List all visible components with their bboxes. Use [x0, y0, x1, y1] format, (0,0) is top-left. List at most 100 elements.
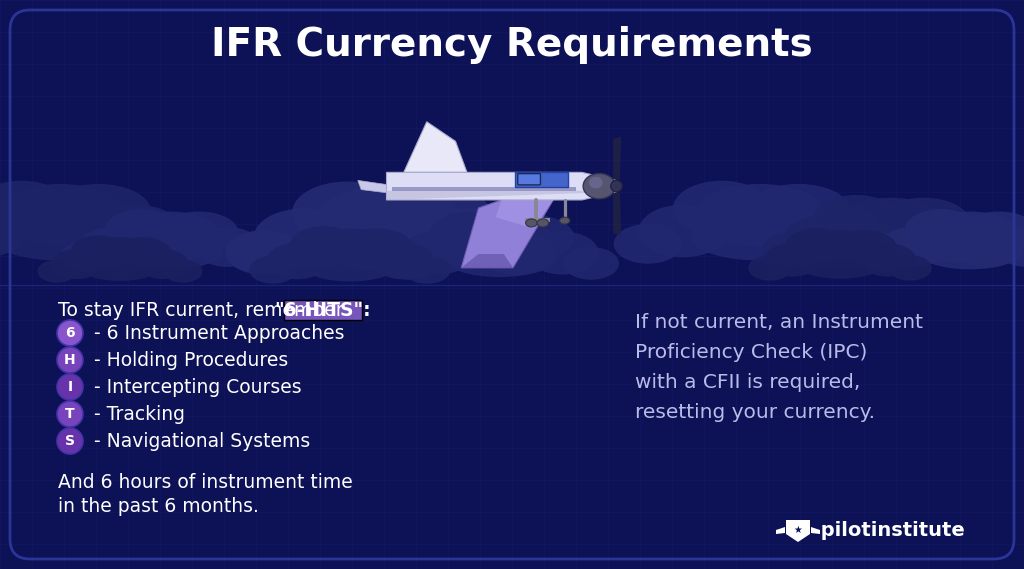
Text: "6-HITS":: "6-HITS":	[274, 300, 372, 320]
Text: ★: ★	[794, 525, 803, 535]
Ellipse shape	[403, 257, 451, 283]
Ellipse shape	[563, 248, 618, 279]
Ellipse shape	[959, 212, 1024, 253]
Ellipse shape	[749, 256, 791, 280]
Text: IFR Currency Requirements: IFR Currency Requirements	[211, 26, 813, 64]
Ellipse shape	[831, 231, 896, 265]
Ellipse shape	[0, 182, 70, 236]
Ellipse shape	[38, 261, 76, 282]
Ellipse shape	[0, 205, 28, 257]
Ellipse shape	[922, 212, 1018, 258]
Polygon shape	[515, 172, 568, 187]
Circle shape	[57, 347, 83, 373]
Circle shape	[57, 401, 83, 427]
Ellipse shape	[919, 217, 995, 261]
Ellipse shape	[306, 229, 394, 271]
Circle shape	[610, 180, 623, 192]
Polygon shape	[403, 122, 467, 172]
Ellipse shape	[254, 209, 353, 267]
Text: To stay IFR current, remember: To stay IFR current, remember	[58, 300, 349, 320]
Ellipse shape	[525, 219, 538, 227]
Polygon shape	[613, 193, 622, 236]
Ellipse shape	[488, 215, 573, 259]
Text: - 6 Instrument Approaches: - 6 Instrument Approaches	[88, 324, 344, 343]
Ellipse shape	[861, 242, 911, 271]
Ellipse shape	[784, 217, 861, 261]
Text: If not current, an Instrument: If not current, an Instrument	[635, 312, 923, 332]
Text: - Holding Procedures: - Holding Procedures	[88, 351, 288, 369]
Ellipse shape	[696, 184, 824, 245]
Ellipse shape	[122, 212, 218, 258]
Ellipse shape	[919, 235, 1021, 269]
Ellipse shape	[84, 238, 156, 272]
Ellipse shape	[839, 225, 905, 263]
Ellipse shape	[375, 186, 492, 247]
Ellipse shape	[80, 228, 145, 266]
Ellipse shape	[427, 209, 526, 267]
Ellipse shape	[267, 244, 328, 279]
Text: 6: 6	[66, 326, 75, 340]
Ellipse shape	[880, 228, 945, 266]
Ellipse shape	[583, 174, 615, 199]
Ellipse shape	[293, 182, 400, 244]
Polygon shape	[461, 254, 513, 268]
Ellipse shape	[958, 233, 1018, 267]
Ellipse shape	[138, 225, 206, 263]
Ellipse shape	[313, 220, 467, 270]
Ellipse shape	[318, 186, 462, 254]
Ellipse shape	[113, 238, 171, 269]
Ellipse shape	[614, 225, 682, 263]
Text: - Navigational Systems: - Navigational Systems	[88, 431, 310, 451]
Ellipse shape	[798, 250, 883, 278]
Circle shape	[57, 320, 83, 346]
Ellipse shape	[538, 219, 549, 227]
Circle shape	[57, 428, 83, 454]
FancyBboxPatch shape	[284, 300, 362, 320]
Ellipse shape	[228, 242, 280, 271]
Ellipse shape	[478, 231, 554, 274]
Polygon shape	[613, 137, 622, 179]
Polygon shape	[786, 520, 810, 542]
Ellipse shape	[793, 205, 881, 257]
Polygon shape	[357, 180, 398, 194]
Polygon shape	[386, 172, 616, 200]
Polygon shape	[392, 187, 577, 191]
Text: H: H	[65, 353, 76, 367]
Ellipse shape	[226, 231, 302, 274]
Ellipse shape	[814, 196, 898, 243]
Ellipse shape	[138, 250, 188, 278]
Text: Proficiency Check (IPC): Proficiency Check (IPC)	[635, 343, 867, 361]
Ellipse shape	[905, 210, 977, 250]
Ellipse shape	[639, 205, 727, 257]
Ellipse shape	[834, 199, 946, 251]
Ellipse shape	[0, 184, 124, 245]
Text: with a CFII is required,: with a CFII is required,	[635, 373, 860, 391]
Ellipse shape	[526, 232, 598, 274]
Ellipse shape	[401, 232, 473, 274]
Ellipse shape	[879, 199, 969, 246]
Text: - Intercepting Courses: - Intercepting Courses	[88, 377, 302, 397]
Ellipse shape	[373, 244, 433, 279]
Text: - Tracking: - Tracking	[88, 405, 185, 423]
Ellipse shape	[786, 229, 846, 263]
Ellipse shape	[72, 236, 125, 267]
Ellipse shape	[674, 182, 770, 236]
Polygon shape	[461, 200, 553, 268]
Ellipse shape	[889, 256, 931, 280]
Ellipse shape	[119, 235, 221, 269]
FancyBboxPatch shape	[518, 174, 541, 185]
Polygon shape	[386, 191, 616, 200]
Text: I: I	[68, 380, 73, 394]
Ellipse shape	[746, 184, 850, 239]
Ellipse shape	[559, 217, 570, 224]
Ellipse shape	[250, 257, 296, 283]
Ellipse shape	[160, 212, 238, 253]
Ellipse shape	[60, 242, 112, 271]
Ellipse shape	[994, 228, 1024, 266]
Ellipse shape	[860, 244, 915, 276]
Ellipse shape	[341, 229, 412, 266]
Ellipse shape	[444, 240, 555, 277]
Ellipse shape	[830, 225, 949, 264]
Text: S: S	[65, 434, 75, 448]
Ellipse shape	[765, 244, 819, 276]
